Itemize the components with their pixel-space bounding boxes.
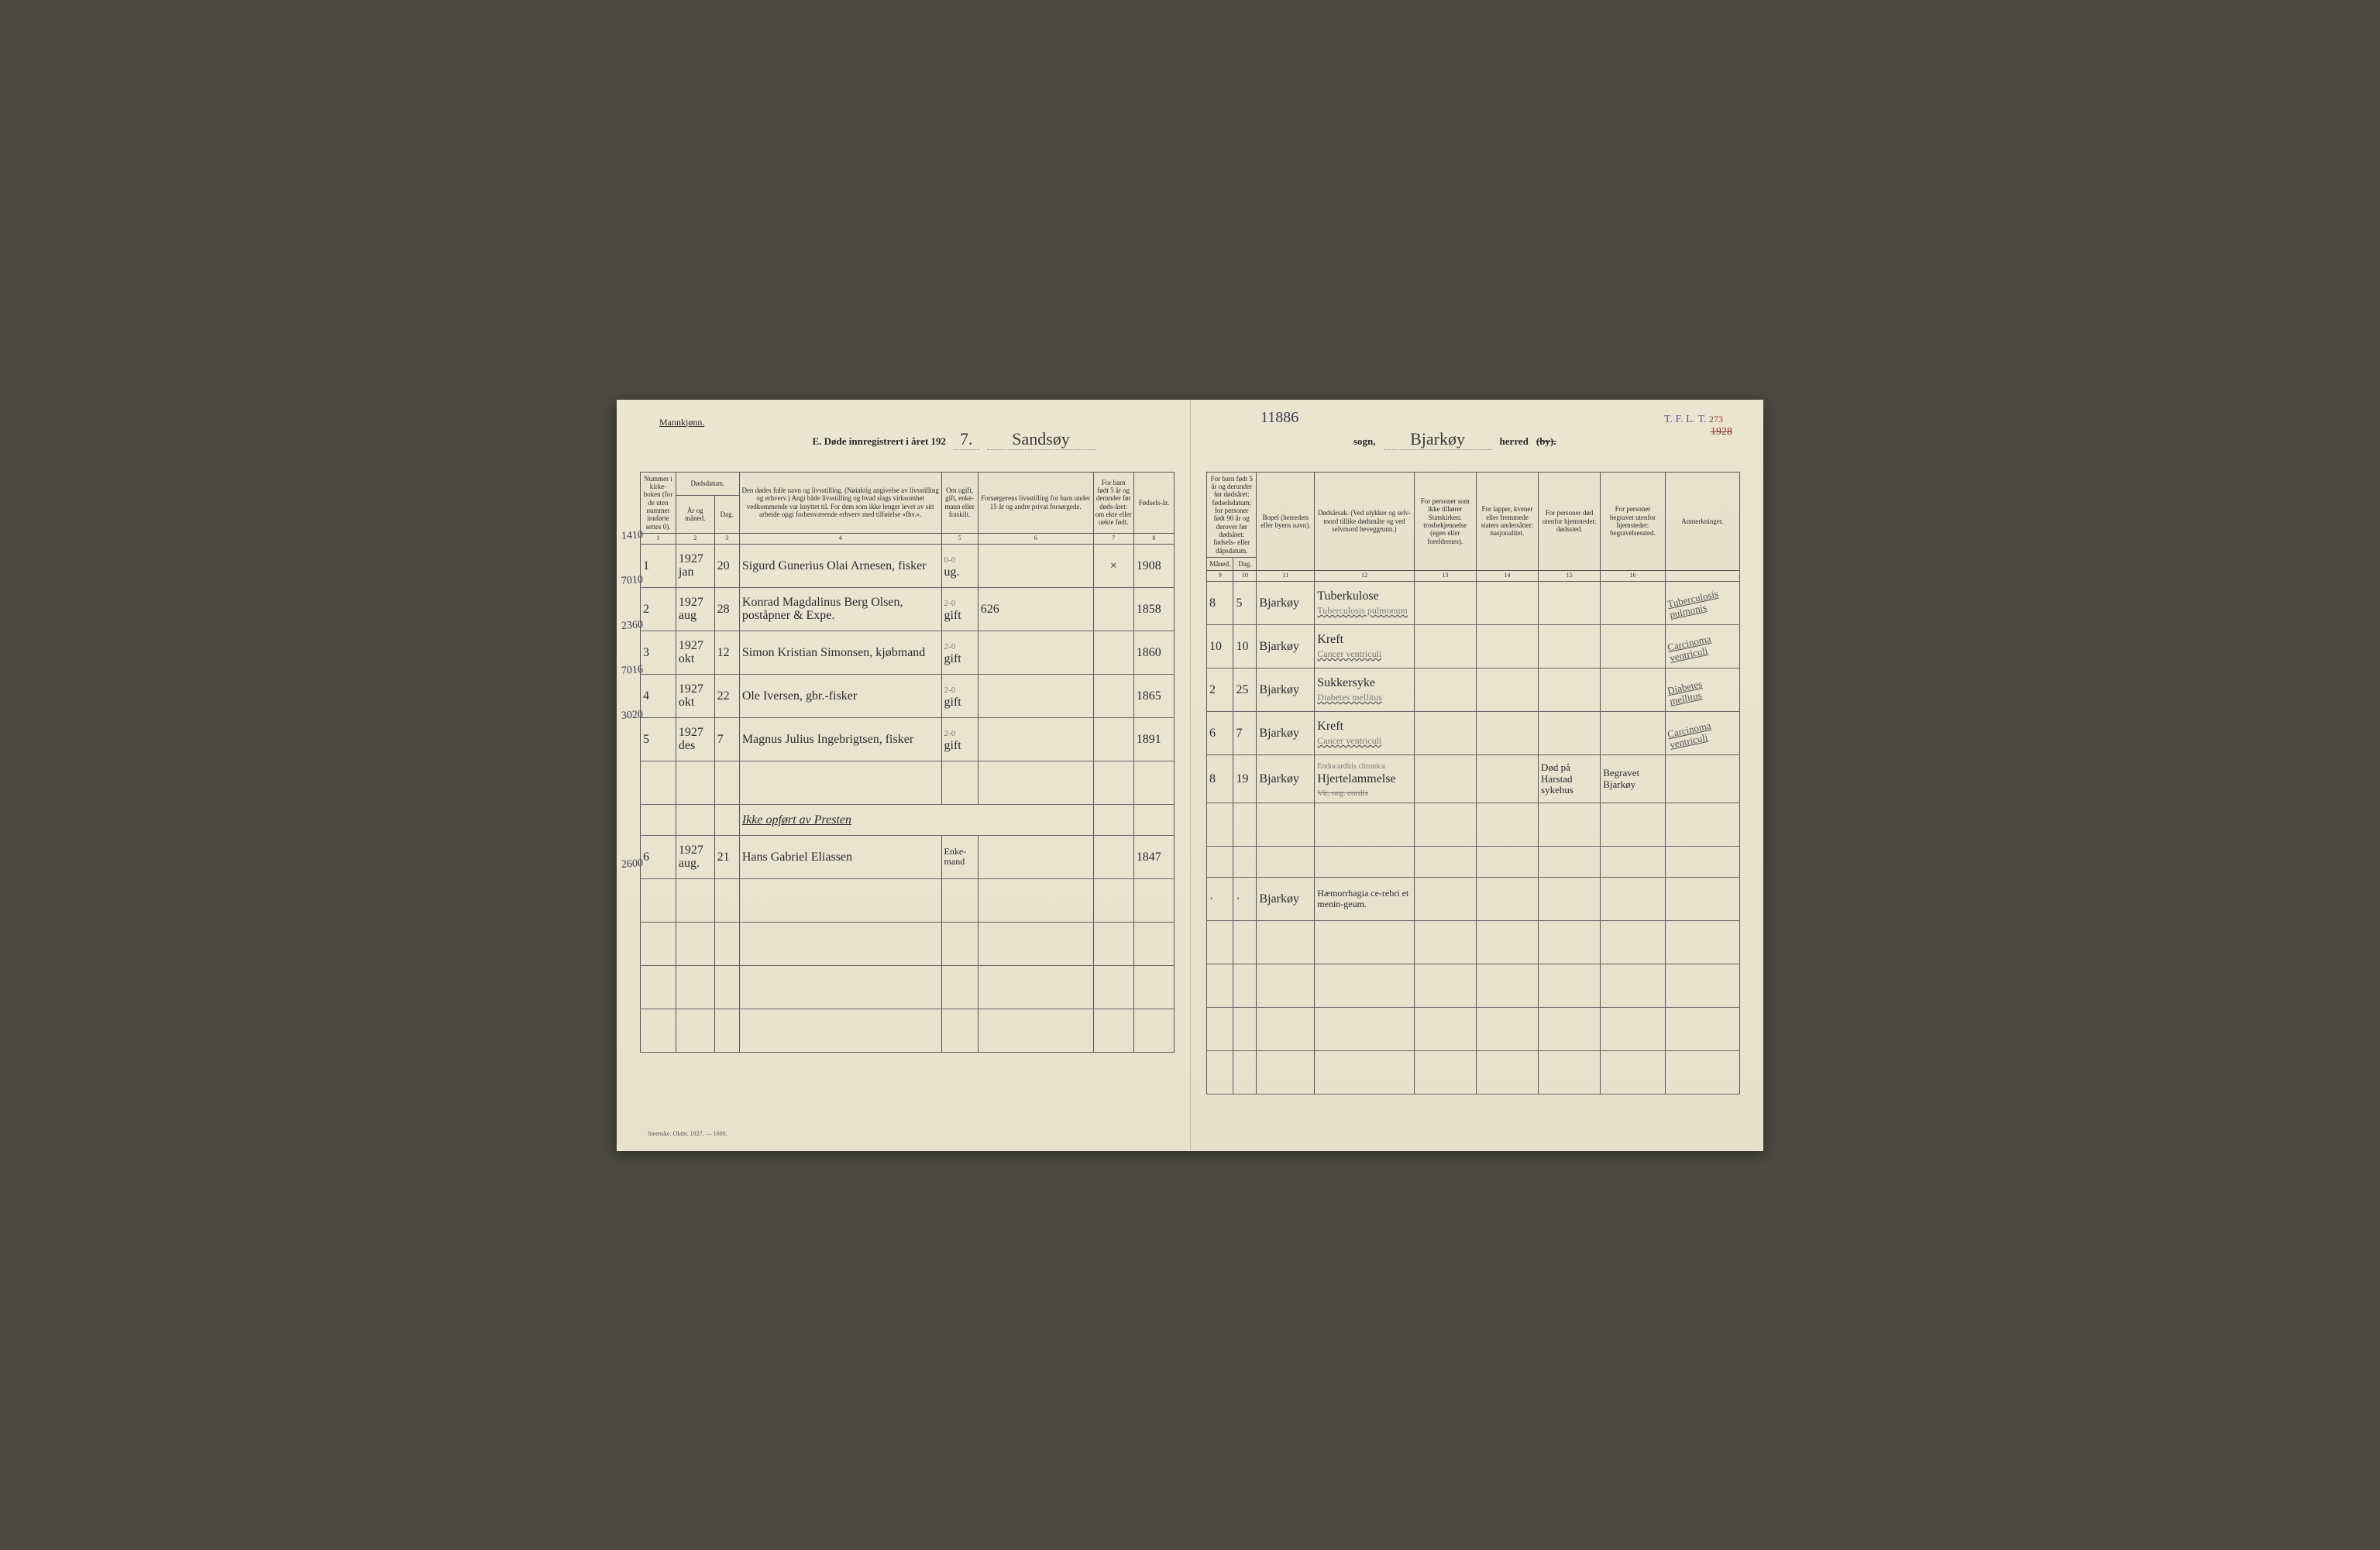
cell-num: 1 — [641, 544, 676, 587]
stamp-line1: T. F. L. T. — [1664, 414, 1707, 425]
left-page: Mannkjønn. E. Døde innregistrert i året … — [617, 400, 1190, 1151]
col-10: Dødsårsak. (Ved ulykker og selv-mord til… — [1315, 472, 1414, 571]
margin-note-3: 2360 — [621, 619, 643, 633]
row-3r: 2 25 Bjarkøy SukkersykeDiabetes mellitus… — [1207, 668, 1740, 712]
stamp: T. F. L. T. 273 1928 — [1664, 414, 1732, 438]
row-5r: 8 19 Bjarkøy Endocarditis chronicaHjerte… — [1207, 755, 1740, 803]
margin-note-5: 3020 — [621, 709, 643, 723]
cell-provider — [978, 544, 1093, 587]
cell-name: Sigurd Gunerius Olai Arnesen, fisker — [739, 544, 941, 587]
sogn-label: sogn, — [1353, 435, 1376, 448]
right-page: 11886 sogn, Bjarkøy herred (by). T. F. L… — [1190, 400, 1763, 1151]
row-1r: 8 5 Bjarkøy TuberkuloseTuberculosis pulm… — [1207, 582, 1740, 625]
empty-row — [641, 761, 1175, 804]
col-7: Fødsels-år. — [1133, 472, 1174, 533]
cell-ym: 1927 jan — [676, 544, 714, 587]
cell-byear: 1908 — [1133, 544, 1174, 587]
row-4r: 6 7 Bjarkøy KreftCancer ventriculi Carci… — [1207, 712, 1740, 755]
col-6: For barn født 5 år og derunder før døds-… — [1093, 472, 1133, 533]
col-1: Nummer i kirke-boken (for de uten nummer… — [641, 472, 676, 533]
parish-hand: Sandsøy — [987, 429, 1095, 450]
col-4: Om ugift, gift, enke-mann eller fraskilt… — [941, 472, 978, 533]
row-1: 1 1927 jan 20 Sigurd Gunerius Olai Arnes… — [641, 544, 1175, 587]
margin-note-6: 2600 — [621, 857, 643, 871]
doc-number: 11886 — [1261, 409, 1298, 427]
col-5: Forsørgerens livsstilling for barn under… — [978, 472, 1093, 533]
col-8a: Måned. — [1207, 557, 1233, 570]
row-4: 4 1927 okt 22 Ole Iversen, gbr.-fisker 2… — [641, 674, 1175, 717]
left-header: E. Døde innregistrert i året 192 7. Sand… — [733, 429, 1175, 450]
gender-label: Mannkjønn. — [659, 417, 704, 428]
row-6: 6 1927 aug. 21 Hans Gabriel Eliassen Enk… — [641, 835, 1175, 878]
colnum-row-right: 9 10 11 12 13 14 15 16 — [1207, 571, 1740, 582]
herred-hand: Bjarkøy — [1384, 429, 1492, 450]
col-2a: År og måned. — [676, 496, 714, 534]
year-suffix: 7. — [954, 429, 979, 450]
col-9: Bopel (herredets eller byens navn). — [1257, 472, 1315, 571]
herred-label: herred — [1500, 435, 1529, 448]
col-13: For personer død utenfor hjemstedet: død… — [1539, 472, 1601, 571]
col-2: Dødsdatum. — [676, 472, 739, 496]
by-strike: (by). — [1536, 435, 1556, 448]
col-2b: Dag. — [714, 496, 739, 534]
col-8b: Dag. — [1233, 557, 1257, 570]
row-2: 2 1927 aug 28 Konrad Magdalinus Berg Ols… — [641, 587, 1175, 631]
margin-note-1: 1410 — [621, 529, 643, 543]
footer-imprint: Steenske. Oktbr. 1927. — 1600. — [648, 1130, 727, 1137]
col-12: For lapper, kvener eller fremmede stater… — [1476, 472, 1538, 571]
cell-ekte: × — [1093, 544, 1133, 587]
ledger-table-left: Nummer i kirke-boken (for de uten nummer… — [640, 472, 1175, 1053]
note-text: Ikke opført av Presten — [739, 804, 1093, 835]
stamp-num: 273 — [1709, 414, 1723, 424]
row-3: 3 1927 okt 12 Simon Kristian Simonsen, k… — [641, 631, 1175, 674]
col-14: For personer begravet utenfor hjemstedet… — [1601, 472, 1665, 571]
row-2r: 10 10 Bjarkøy KreftCancer ventriculi Car… — [1207, 625, 1740, 668]
row-5: 5 1927 des 7 Magnus Julius Ingebrigtsen,… — [641, 717, 1175, 761]
col-3: Den dødes fulle navn og livsstilling. (N… — [739, 472, 941, 533]
title-prefix: E. Døde innregistrert i året 192 — [812, 435, 946, 448]
stamp-strike: 1928 — [1711, 426, 1732, 438]
cell-day: 20 — [714, 544, 739, 587]
margin-note-4: 7016 — [621, 664, 643, 678]
margin-note-2: 7010 — [621, 574, 643, 588]
row-6r: · · Bjarkøy Hæmorrhagia ce-rebri et meni… — [1207, 878, 1740, 921]
note-row: Ikke opført av Presten — [641, 804, 1175, 835]
ledger-spread: Mannkjønn. E. Døde innregistrert i året … — [617, 400, 1763, 1151]
colnum-row-left: 1 2 3 4 5 6 7 8 — [641, 533, 1175, 544]
cell-civil: 0-0ug. — [941, 544, 978, 587]
col-15: Anmerkninger. — [1665, 472, 1739, 571]
col-11: For personer som ikke tilhører Statskirk… — [1414, 472, 1476, 571]
ledger-table-right: For barn født 5 år og derunder før dødså… — [1206, 472, 1740, 1095]
col-8: For barn født 5 år og derunder før dødså… — [1207, 472, 1257, 557]
